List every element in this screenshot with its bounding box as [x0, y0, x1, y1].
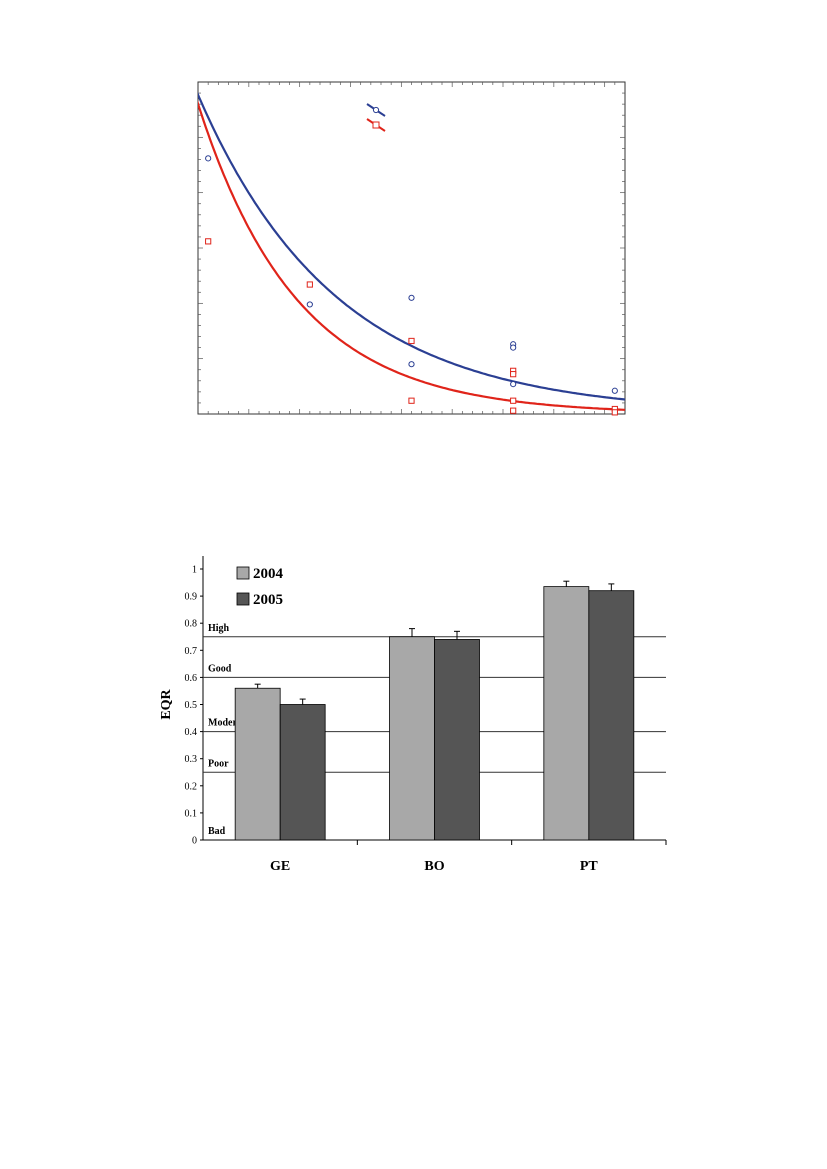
y-tick-label: 0.1: [185, 808, 198, 819]
threshold-label-good: Good: [208, 663, 232, 674]
curve-series-2: [198, 100, 625, 411]
y-tick-label: 0.9: [185, 592, 198, 603]
category-label-ge: GE: [270, 859, 290, 874]
data-point: [510, 397, 517, 404]
threshold-label-poor: Poor: [208, 758, 229, 769]
data-point: [510, 371, 517, 378]
y-tick-label: 0.3: [185, 754, 198, 765]
threshold-label-high: High: [208, 623, 230, 634]
y-tick-label: 1: [192, 565, 197, 576]
legend-marker-series-2: [372, 121, 380, 129]
y-tick-label: 0.8: [185, 619, 198, 630]
curve-series-1: [198, 91, 625, 401]
data-point: [408, 361, 415, 368]
bar-2004-bo: [389, 636, 435, 841]
bar-2005-bo: [434, 639, 480, 841]
legend-label-2004: 2004: [253, 566, 284, 582]
data-point: [408, 294, 415, 301]
threshold-label-moderate: Moderate: [208, 718, 250, 729]
bar-2005-ge: [279, 704, 326, 841]
data-point: [205, 155, 212, 162]
bar-2004-ge: [234, 687, 281, 841]
data-point: [510, 407, 517, 414]
y-tick-label: 0.4: [185, 727, 198, 738]
data-point: [408, 397, 415, 404]
y-tick-label: 0.6: [185, 673, 198, 684]
data-point: [306, 301, 313, 308]
scatter-chart: [197, 81, 626, 416]
category-label-bo: BO: [424, 859, 444, 874]
data-point: [510, 381, 517, 388]
y-tick-label: 0.5: [185, 700, 198, 711]
data-point: [408, 337, 415, 345]
data-point: [611, 409, 618, 416]
y-tick-label: 0: [192, 836, 197, 847]
bar-2004-pt: [543, 586, 590, 841]
y-tick-label: 0.2: [185, 781, 198, 792]
legend-marker-series-1: [372, 106, 380, 114]
threshold-label-bad: Bad: [208, 826, 226, 837]
data-point: [510, 344, 517, 351]
category-label-pt: PT: [580, 859, 599, 874]
legend-label-2005: 2005: [253, 592, 283, 608]
legend-swatch-2004: [236, 566, 250, 580]
y-axis-title: EQR: [159, 688, 174, 719]
bar-2005-pt: [588, 590, 635, 841]
data-point: [205, 238, 212, 245]
y-tick-label: 0.7: [185, 646, 198, 657]
data-point: [306, 281, 313, 288]
legend-swatch-2005: [236, 592, 250, 606]
data-point: [611, 387, 618, 394]
